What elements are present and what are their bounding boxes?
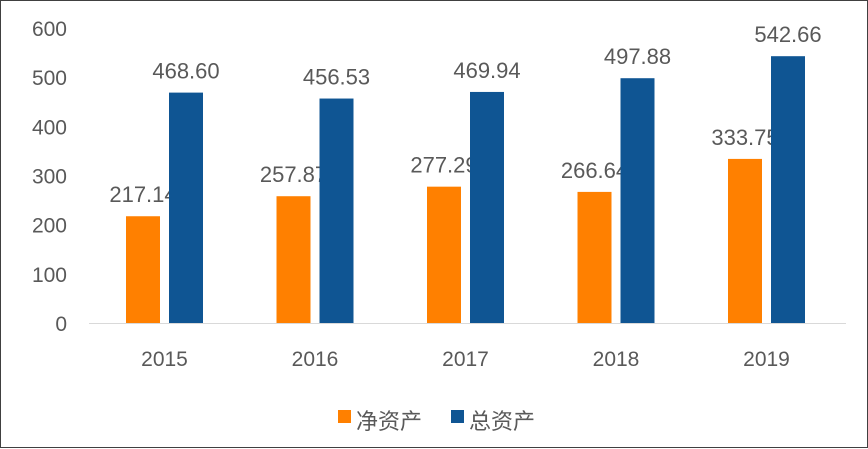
legend-swatch: [451, 410, 464, 423]
data-label: 469.94: [453, 58, 520, 83]
y-tick-label: 600: [32, 18, 67, 41]
x-tick-label: 2017: [442, 348, 489, 371]
y-tick-label: 300: [32, 166, 67, 189]
bar-net-assets: [126, 216, 160, 323]
bar-net-assets: [577, 191, 612, 323]
data-label: 217.14: [109, 182, 176, 207]
data-label: 333.75: [711, 125, 778, 150]
y-tick-label: 500: [32, 67, 67, 90]
bar-total-assets: [470, 91, 504, 323]
y-tick-label: 200: [32, 215, 67, 238]
x-tick-label: 2018: [593, 348, 640, 371]
x-tick-label: 2015: [141, 348, 188, 371]
x-tick-label: 2019: [743, 348, 790, 371]
bar-net-assets: [728, 158, 762, 323]
bar-total-assets: [620, 78, 655, 323]
data-label: 266.64: [561, 158, 628, 183]
bar-total-assets: [771, 56, 805, 323]
legend-label: 净资产: [356, 409, 422, 434]
data-label: 497.88: [604, 44, 671, 69]
data-label: 468.60: [152, 59, 219, 84]
x-tick-label: 2016: [292, 348, 339, 371]
bar-total-assets: [169, 92, 203, 323]
legend-label: 总资产: [469, 409, 535, 434]
data-label: 542.66: [754, 22, 821, 47]
bar-total-assets: [319, 98, 354, 323]
y-tick-label: 400: [32, 116, 67, 139]
y-tick-label: 0: [55, 313, 67, 336]
legend-swatch: [338, 410, 351, 423]
data-label: 257.87: [260, 162, 327, 187]
data-label: 456.53: [303, 65, 370, 90]
data-label: 277.29: [410, 153, 477, 178]
bar-net-assets: [427, 186, 461, 323]
bar-net-assets: [276, 196, 311, 323]
y-tick-label: 100: [32, 264, 67, 287]
